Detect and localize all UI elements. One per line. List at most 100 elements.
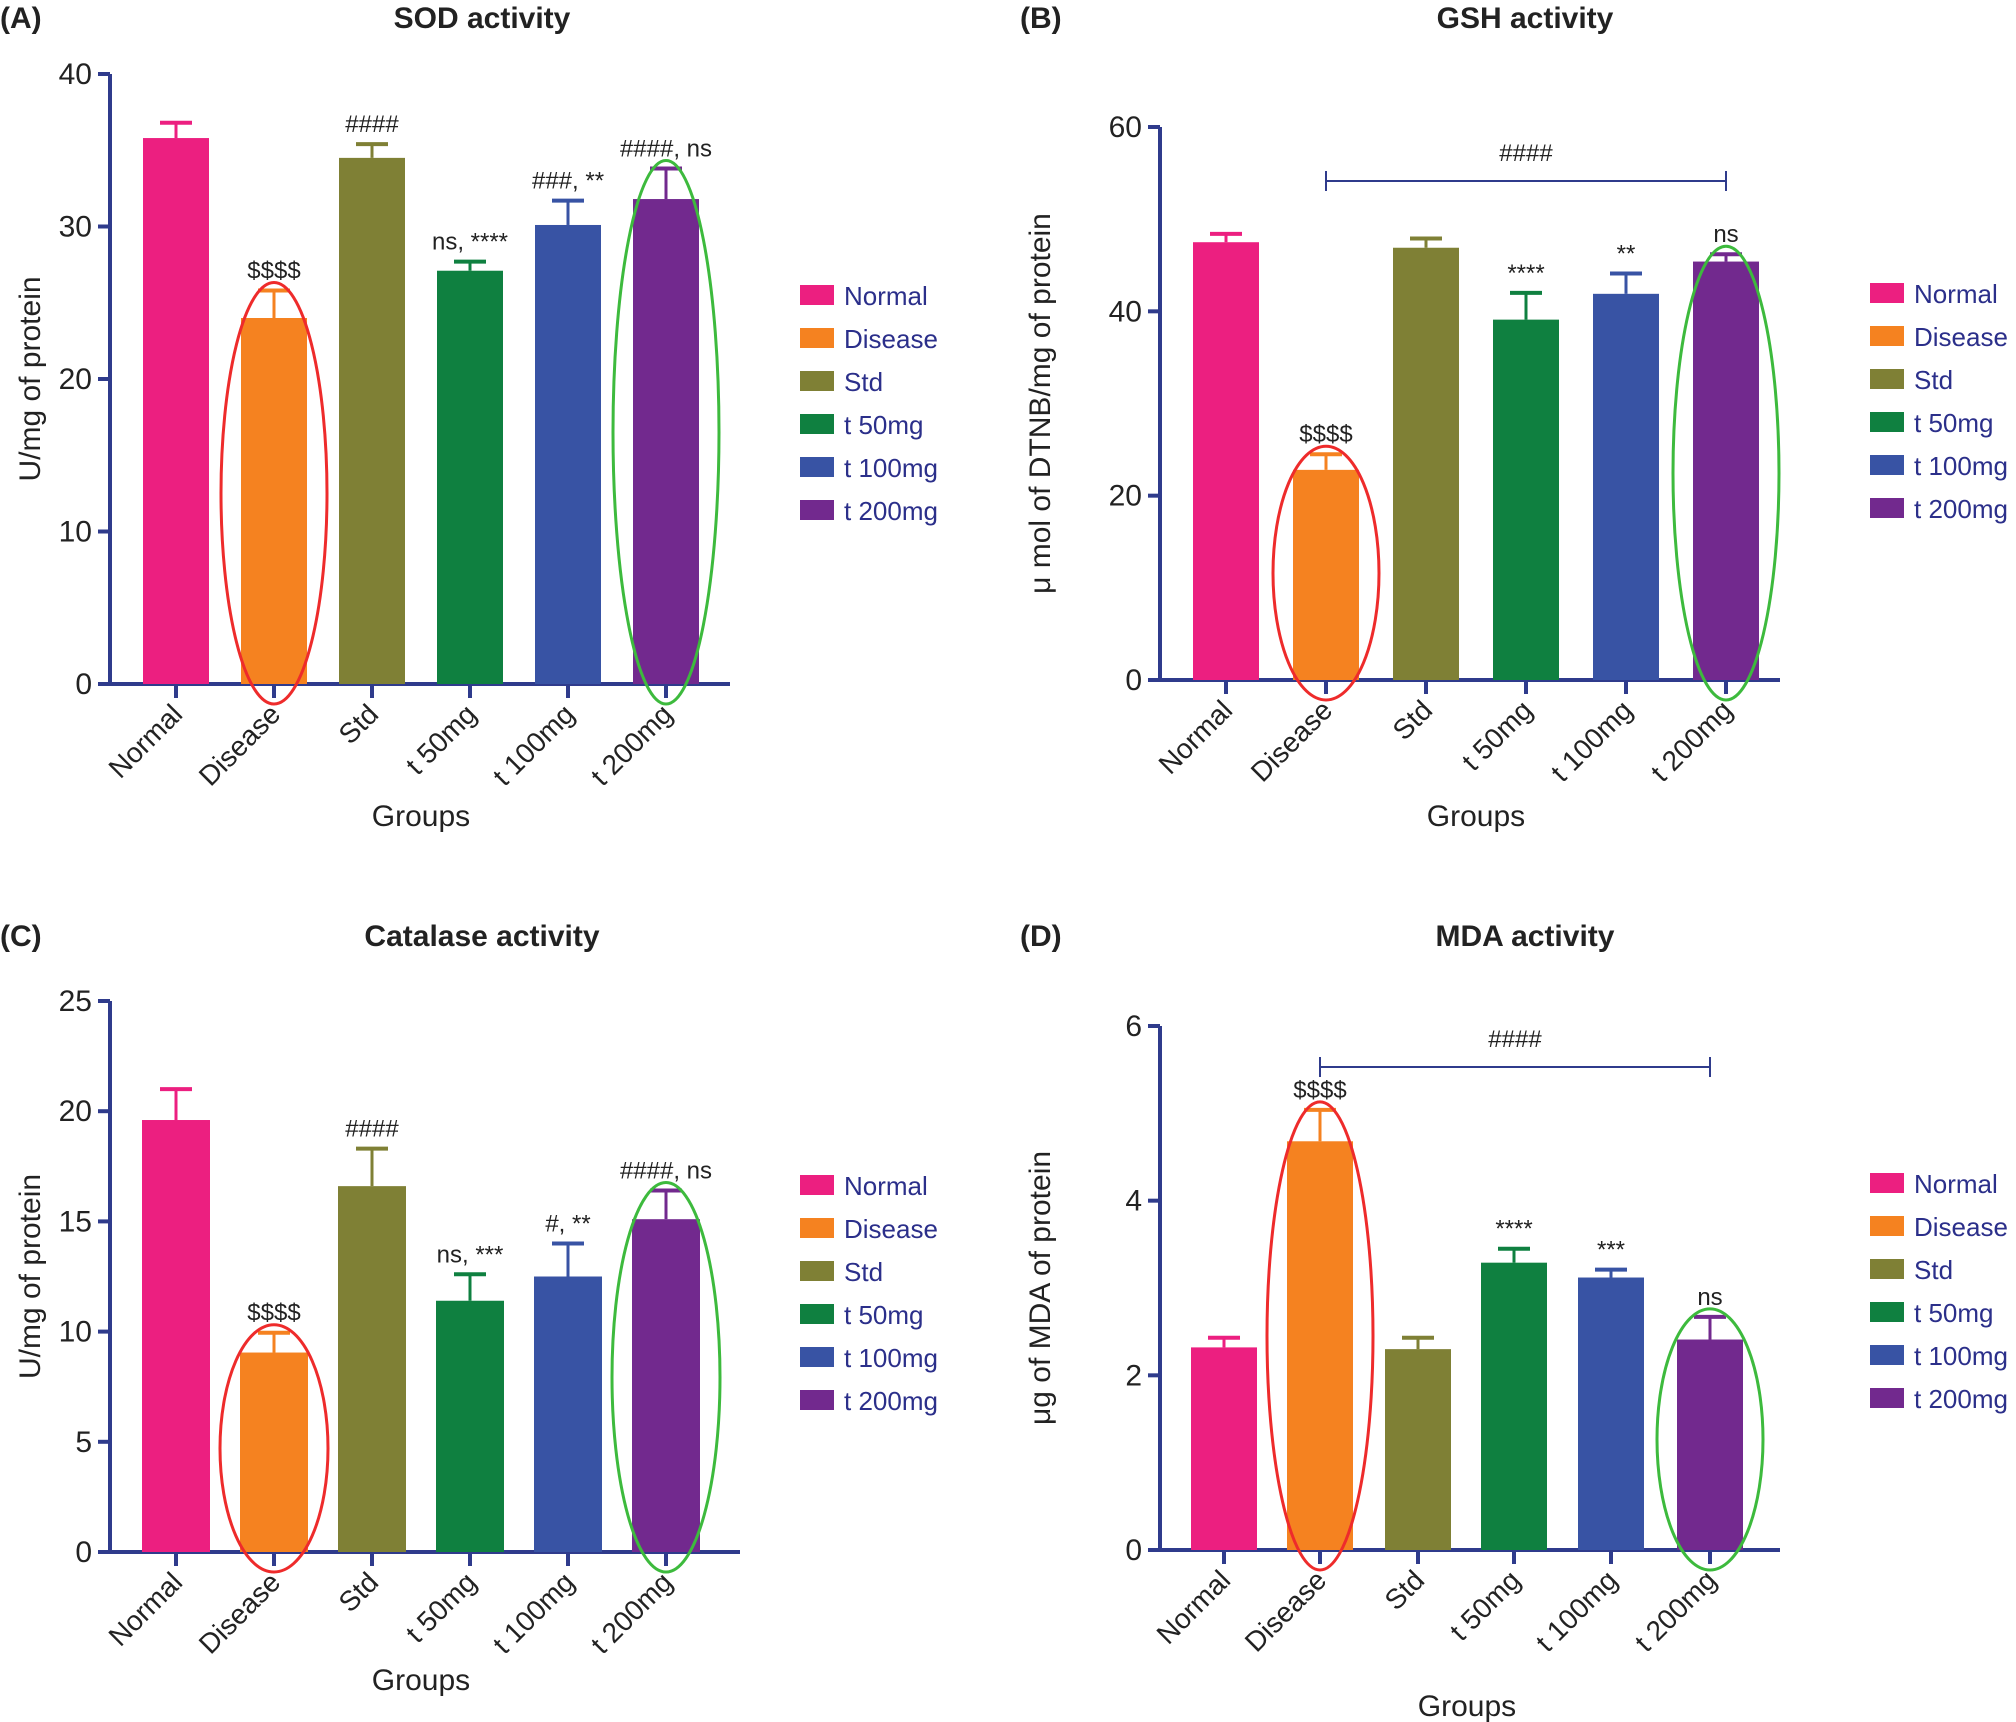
bar-std <box>1385 1349 1451 1550</box>
x-tick-label: Disease <box>1239 1564 1332 1657</box>
y-tick-label: 10 <box>59 516 92 549</box>
highlight-ellipse-treatment <box>1671 244 1781 702</box>
x-tick-label: t 100mg <box>1545 694 1638 787</box>
legend-label: Normal <box>844 281 928 311</box>
legend-label: t 50mg <box>1914 408 1994 438</box>
x-tick-label: t 200mg <box>1629 1564 1722 1657</box>
bar-std <box>338 1186 406 1552</box>
highlight-ellipse-disease <box>1265 1100 1375 1572</box>
y-tick-label: 60 <box>1109 111 1142 144</box>
legend-label: Normal <box>1914 279 1998 309</box>
legend-swatch <box>800 1390 834 1410</box>
legend-label: Std <box>844 1257 883 1287</box>
y-axis-label: μg of MDA of protein <box>1024 1151 1057 1425</box>
significance-annotation: $$$$ <box>1293 1077 1346 1104</box>
significance-annotation: *** <box>1597 1237 1625 1264</box>
chart-panel-d: (D) MDA activity 0 2 4 6 μg of MDA of protein N… <box>1020 920 2008 1722</box>
legend-swatch <box>1870 283 1904 303</box>
panel-label: (B) <box>1020 2 1062 35</box>
x-tick-label: Normal <box>103 698 189 784</box>
bar-t-50mg <box>437 270 503 684</box>
bar-normal <box>1191 1347 1257 1550</box>
legend-swatch <box>800 1347 834 1367</box>
legend-label: t 200mg <box>844 1386 938 1416</box>
legend-label: t 50mg <box>844 1300 924 1330</box>
legend-label: Std <box>844 367 883 397</box>
x-tick-label: t 50mg <box>400 1566 482 1648</box>
chart-title: Catalase activity <box>364 920 599 953</box>
legend-swatch <box>1870 369 1904 389</box>
legend-swatch <box>800 457 834 477</box>
legend-label: Normal <box>1914 1169 1998 1199</box>
legend-swatch <box>1870 1259 1904 1279</box>
chart-title: SOD activity <box>394 2 571 35</box>
legend-label: Disease <box>844 1214 938 1244</box>
y-axis-label: U/mg of protein <box>14 1174 47 1379</box>
x-tick-label: Normal <box>103 1566 189 1652</box>
x-tick-label: t 100mg <box>487 1566 580 1659</box>
bar-t-100mg <box>535 224 601 684</box>
bar-normal <box>1193 242 1259 681</box>
significance-annotation: ns <box>1713 221 1738 248</box>
legend-label: t 100mg <box>1914 1341 2008 1371</box>
highlight-ellipse-disease <box>1271 444 1381 702</box>
legend-swatch <box>800 1304 834 1324</box>
bar-t-100mg <box>534 1276 602 1552</box>
legend-swatch <box>800 285 834 305</box>
y-tick-label: 0 <box>75 1536 92 1569</box>
legend-label: Disease <box>1914 1212 2008 1242</box>
highlight-ellipse-treatment <box>611 159 721 706</box>
x-tick-label: t 200mg <box>585 698 678 791</box>
x-tick-label: Normal <box>1151 1564 1237 1650</box>
y-tick-label: 40 <box>1109 295 1142 328</box>
significance-annotation: ####, ns <box>620 136 712 163</box>
y-tick-label: 6 <box>1125 1010 1142 1043</box>
legend-swatch <box>1870 326 1904 346</box>
significance-annotation: $$$$ <box>1299 421 1352 448</box>
x-tick-label: t 50mg <box>1444 1564 1526 1646</box>
y-axis-label: μ mol of DTNB/mg of protein <box>1024 213 1057 594</box>
bar-t-100mg <box>1578 1277 1644 1550</box>
x-tick-label: Disease <box>193 698 286 791</box>
y-tick-label: 0 <box>1125 1534 1142 1567</box>
x-tick-label: t 100mg <box>1530 1564 1623 1657</box>
y-tick-label: 2 <box>1125 1359 1142 1392</box>
significance-annotation: **** <box>1507 260 1544 287</box>
legend-label: t 50mg <box>844 410 924 440</box>
significance-annotation: ###, ** <box>532 168 604 195</box>
legend-label: t 200mg <box>1914 1384 2008 1414</box>
y-tick-label: 40 <box>59 58 92 91</box>
x-tick-label: Std <box>333 698 385 750</box>
bar-disease <box>240 1352 308 1552</box>
legend-label: Disease <box>844 324 938 354</box>
bar-normal <box>142 1120 210 1552</box>
panel-label: (D) <box>1020 920 1062 953</box>
x-axis-label: Groups <box>1427 800 1525 833</box>
x-tick-label: Disease <box>193 1566 286 1659</box>
highlight-ellipse-treatment <box>610 1181 722 1574</box>
bar-disease <box>1293 469 1359 680</box>
legend: Normal Disease Std t 50mg t 100mg t 200mg <box>1870 1169 2008 1414</box>
legend-label: t 100mg <box>844 1343 938 1373</box>
bar-t-50mg <box>1493 319 1559 680</box>
significance-annotation: ns, *** <box>437 1241 504 1268</box>
y-tick-label: 30 <box>59 211 92 244</box>
x-tick-label: Disease <box>1245 694 1338 787</box>
x-tick-label: Std <box>333 1566 385 1618</box>
x-tick-label: Std <box>1387 694 1439 746</box>
legend-swatch <box>800 1261 834 1281</box>
legend-swatch <box>800 414 834 434</box>
legend-label: t 100mg <box>844 453 938 483</box>
legend: Normal Disease Std t 50mg t 100mg t 200mg <box>800 281 938 526</box>
y-tick-label: 5 <box>75 1426 92 1459</box>
bracket-label: #### <box>1499 140 1553 167</box>
legend-swatch <box>1870 455 1904 475</box>
significance-annotation: **** <box>1495 1216 1532 1243</box>
bar-normal <box>143 138 209 685</box>
legend-label: t 50mg <box>1914 1298 1994 1328</box>
bar-t-100mg <box>1593 293 1659 680</box>
legend-label: t 200mg <box>1914 494 2008 524</box>
bar-t-200mg <box>1693 261 1759 680</box>
x-tick-label: t 50mg <box>400 698 482 780</box>
